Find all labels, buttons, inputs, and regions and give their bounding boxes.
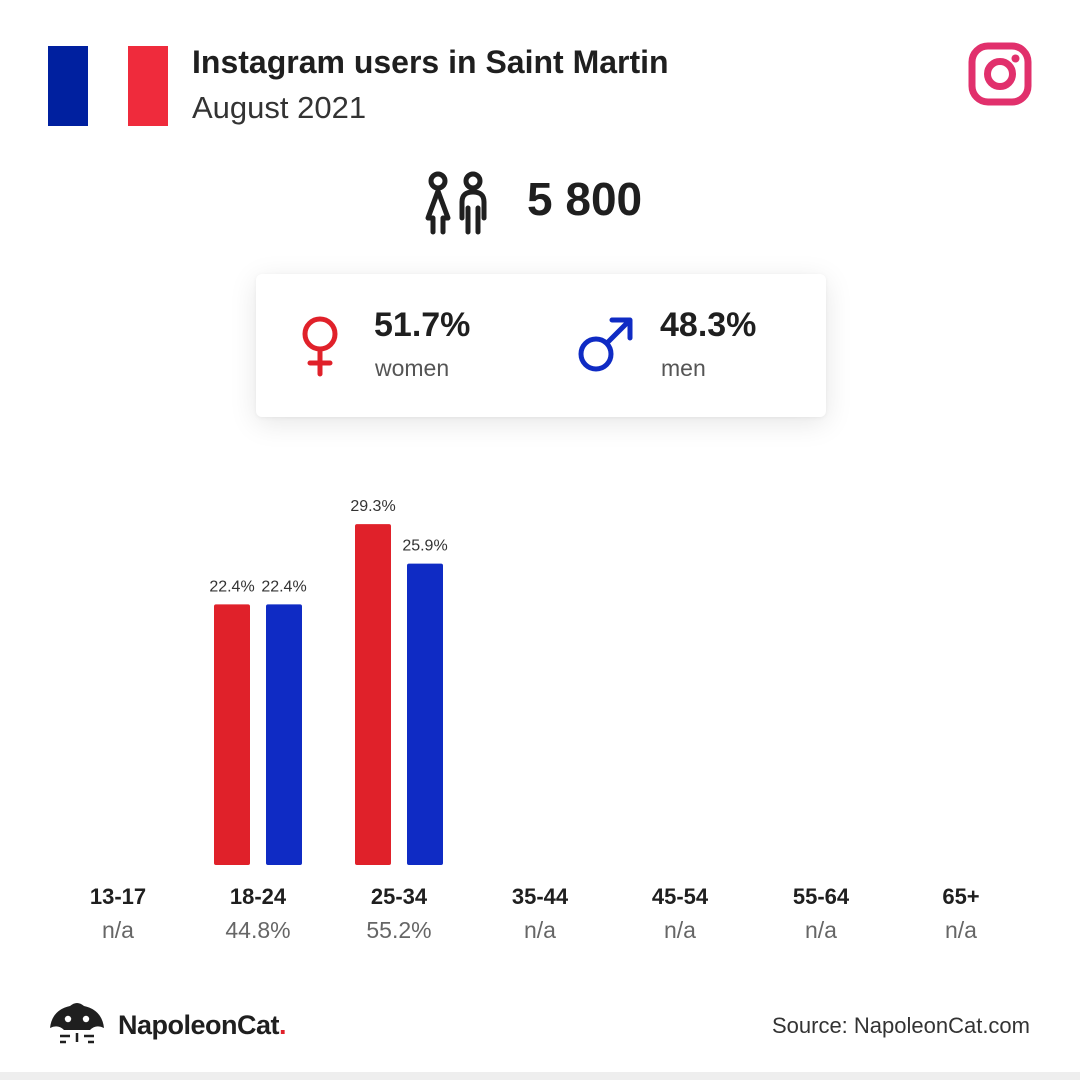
age-category-label: 25-34: [370, 884, 428, 909]
gender-card: 51.7% women 48.3% men: [256, 274, 826, 417]
data-label-women-25-34: 29.3%: [350, 498, 395, 515]
page-subtitle: August 2021: [192, 90, 367, 125]
people-icon: [425, 171, 487, 235]
age-gender-bar-chart: 22.4% 29.3% 22.4% 25.9%: [209, 498, 448, 865]
bottom-divider: [0, 1072, 1080, 1080]
users-count: 5 800: [527, 173, 643, 225]
age-category-total: n/a: [664, 917, 696, 943]
data-label-women-18-24: 22.4%: [209, 578, 254, 595]
women-label: women: [375, 355, 450, 381]
age-category-total: 55.2%: [366, 917, 432, 943]
age-category-label: 65+: [942, 884, 980, 909]
age-category-total: n/a: [945, 917, 977, 943]
instagram-icon: [968, 42, 1032, 106]
age-category-label: 55-64: [792, 884, 850, 909]
age-category-label: 18-24: [229, 884, 287, 909]
age-category-total: n/a: [102, 917, 134, 943]
male-symbol-icon: [578, 317, 633, 372]
data-label-men-25-34: 25.9%: [402, 538, 447, 555]
page-title: Instagram users in Saint Martin: [192, 44, 669, 80]
age-category-total: 44.8%: [225, 917, 291, 943]
data-label-men-18-24: 22.4%: [261, 578, 306, 595]
bar-men-25-34: [407, 563, 443, 865]
age-category-total: n/a: [524, 917, 556, 943]
france-flag: [48, 46, 168, 126]
age-category-label: 45-54: [651, 884, 709, 909]
age-category-label: 35-44: [511, 884, 569, 909]
men-percent: 48.3%: [660, 306, 757, 344]
female-symbol-icon: [302, 316, 338, 377]
bar-men-18-24: [266, 604, 302, 865]
napoleoncat-logo-icon: [50, 1003, 104, 1044]
age-category-total: n/a: [805, 917, 837, 943]
bar-women-18-24: [214, 604, 250, 865]
source-credit: Source: NapoleonCat.com: [771, 1013, 1030, 1038]
brand-name: NapoleonCat.: [118, 1010, 287, 1040]
bar-women-25-34: [355, 524, 391, 865]
age-category-label: 13-17: [89, 884, 147, 909]
women-percent: 51.7%: [374, 306, 471, 344]
men-label: men: [661, 355, 706, 381]
